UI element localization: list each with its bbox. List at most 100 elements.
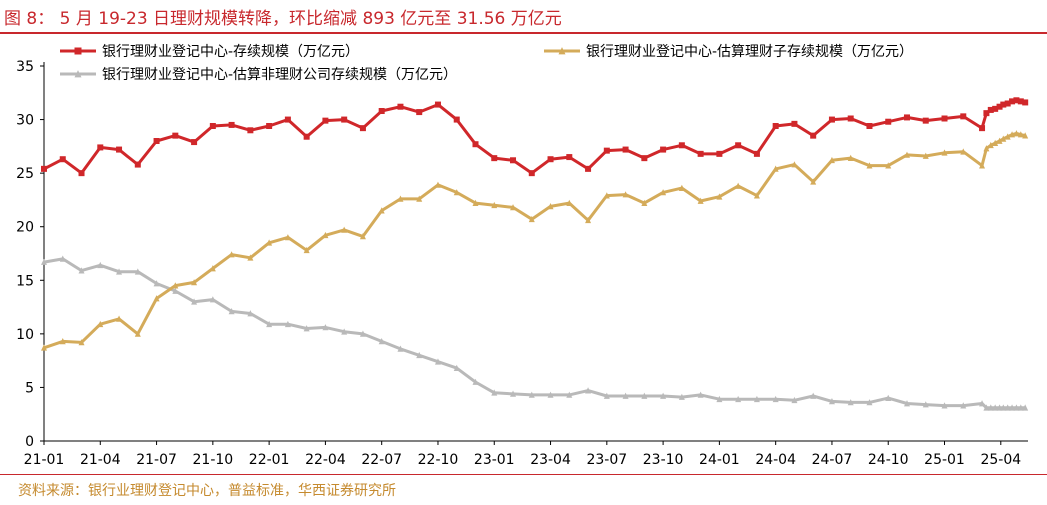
data-point [191, 139, 198, 146]
legend-item-2: 银行理财业登记中心-估算理财子存续规模（万亿元） [544, 43, 913, 60]
data-point [566, 199, 573, 206]
data-point [74, 70, 82, 78]
data-point [247, 254, 254, 261]
data-point [453, 189, 460, 196]
data-point [510, 390, 517, 397]
data-point [941, 115, 948, 122]
data-point [697, 197, 704, 204]
x-tick-label: 24-04 [755, 452, 796, 468]
data-point [828, 398, 835, 405]
source-note: 资料来源：银行业理财登记中心，普益标准，华西证券研究所 [18, 483, 396, 499]
x-tick-label: 21-10 [193, 452, 234, 468]
data-point [247, 310, 254, 317]
title-divider [0, 32, 1047, 34]
data-point [791, 161, 798, 168]
series-line [43, 257, 1026, 410]
data-point [791, 120, 798, 127]
data-point [810, 178, 817, 185]
data-point [941, 149, 948, 156]
data-point [697, 391, 704, 398]
data-point [209, 123, 216, 129]
x-tick-label: 23-10 [643, 452, 684, 468]
data-point [1017, 98, 1024, 105]
data-point [116, 315, 123, 322]
data-point [983, 110, 990, 117]
data-point [453, 364, 460, 371]
data-point [1009, 404, 1016, 411]
data-point [585, 387, 592, 394]
data-point [97, 261, 104, 269]
data-point [1017, 131, 1024, 138]
legend-item-1: 银行理财业登记中心-存续规模（万亿元） [60, 43, 359, 60]
data-point [397, 345, 404, 352]
data-point [378, 338, 385, 345]
line-chart: 银行理财业登记中心-存续规模（万亿元） 银行理财业登记中心-估算理财子存续规模（万… [16, 43, 1029, 468]
data-point [472, 378, 479, 385]
x-tick-label: 25-04 [980, 452, 1021, 468]
data-point [153, 280, 160, 287]
data-point [528, 391, 535, 398]
data-point [866, 123, 873, 129]
series-2 [41, 130, 1029, 351]
axes: 0 5 10 15 20 25 30 35 21-01 21-04 21-07 21-10 22-01 2… [16, 59, 1028, 468]
data-point [585, 216, 592, 224]
data-point [603, 147, 610, 154]
x-tick-label: 25-01 [924, 452, 965, 468]
data-point [603, 192, 610, 199]
data-point [1009, 131, 1016, 138]
data-point [1013, 130, 1020, 137]
data-point [153, 295, 160, 302]
data-point [228, 251, 235, 258]
data-point [266, 123, 273, 129]
data-point [1000, 101, 1007, 108]
legend-item-3: 银行理财业登记中心-估算非理财公司存续规模（万亿元） [60, 66, 457, 83]
data-point [992, 105, 999, 112]
data-point [960, 113, 967, 120]
data-point [1013, 97, 1020, 104]
data-point [547, 203, 554, 210]
data-point [172, 132, 179, 139]
data-point [59, 255, 66, 262]
x-tick-label: 21-04 [80, 452, 121, 468]
legend: 银行理财业登记中心-存续规模（万亿元） 银行理财业登记中心-估算理财子存续规模（万… [60, 43, 913, 83]
data-point [1004, 133, 1011, 140]
x-tick-label: 24-10 [868, 452, 909, 468]
data-point [341, 116, 348, 123]
data-point [828, 156, 835, 164]
data-point [992, 139, 999, 146]
data-point [303, 133, 310, 140]
data-point [622, 191, 629, 198]
data-point [172, 282, 179, 289]
data-point [987, 404, 994, 411]
data-point [922, 401, 929, 408]
data-point [228, 121, 235, 128]
data-point [641, 155, 648, 162]
data-point [341, 328, 348, 335]
x-tick-label: 22-10 [418, 452, 459, 468]
data-point [1000, 135, 1007, 142]
data-point [247, 127, 254, 134]
data-point [266, 239, 273, 246]
x-tick-label: 24-01 [699, 452, 740, 468]
data-point [153, 138, 160, 144]
data-point [134, 330, 141, 337]
data-point [772, 123, 779, 129]
data-point [209, 265, 216, 272]
data-point [847, 154, 854, 161]
data-point [1022, 132, 1029, 139]
data-point [434, 101, 441, 108]
data-point [983, 145, 990, 152]
data-point [78, 267, 85, 274]
data-point [510, 204, 517, 211]
data-point [547, 391, 554, 398]
x-tick-label: 21-01 [24, 452, 65, 468]
data-point [1009, 98, 1016, 105]
y-tick-label: 25 [16, 166, 34, 182]
data-point [116, 268, 123, 275]
data-point [359, 125, 366, 132]
data-point [266, 320, 273, 328]
data-point [41, 165, 47, 172]
data-point [941, 402, 948, 409]
x-tick-label: 23-01 [474, 452, 515, 468]
data-point [735, 182, 742, 189]
